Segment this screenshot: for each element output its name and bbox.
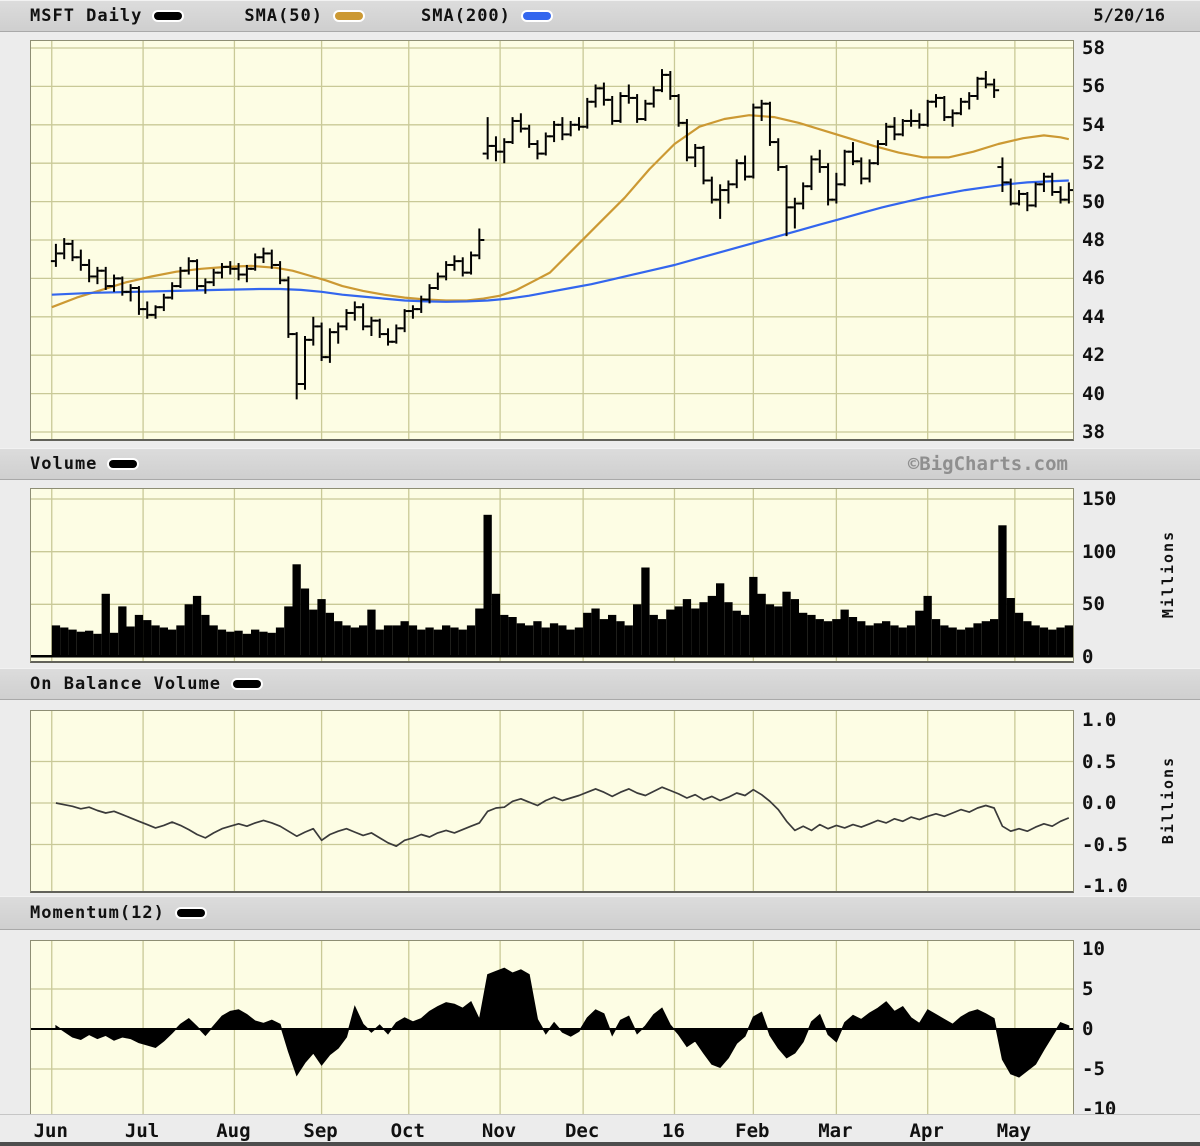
y-tick-label: 0.5	[1082, 750, 1117, 773]
sma200-line-swatch-icon	[522, 12, 551, 20]
momentum-panel: 10 5 0 -5 -10	[0, 930, 1200, 1120]
obv-y-axis: 1.0 0.5 0.0 -0.5 -1.0	[1082, 709, 1142, 897]
y-tick-label: 48	[1082, 229, 1105, 251]
y-tick-label: -0.5	[1082, 833, 1128, 856]
x-axis-month-label: Sep	[303, 1120, 338, 1142]
obv-plot	[30, 710, 1074, 893]
y-tick-label: 40	[1082, 382, 1105, 405]
momentum-header-bar: Momentum(12)	[0, 896, 1200, 930]
x-axis-month-label: May	[996, 1120, 1032, 1142]
x-axis-month-label: Apr	[909, 1120, 944, 1142]
x-axis-month-label: Jul	[124, 1120, 160, 1142]
x-axis-month-label: Oct	[390, 1120, 425, 1142]
sma200-label: SMA(200)	[421, 6, 511, 26]
x-axis-month-label: Dec	[564, 1120, 600, 1142]
sma50-label: SMA(50)	[244, 6, 324, 26]
volume-baseline	[31, 655, 1073, 658]
obv-panel: 1.0 0.5 0.0 -0.5 -1.0 Billions	[0, 700, 1200, 897]
volume-title: Volume	[30, 454, 98, 474]
x-axis-bar: Jun Jul Aug Sep Oct Nov Dec 16 Feb Mar Apr May	[0, 1114, 1200, 1146]
y-tick-label: 50	[1082, 593, 1105, 616]
x-axis-month-label: Mar	[818, 1120, 853, 1142]
y-tick-label: 0	[1082, 646, 1094, 668]
sma-line	[51, 179, 1069, 303]
y-tick-label: -1.0	[1082, 875, 1128, 897]
momentum-title: Momentum(12)	[30, 903, 165, 923]
y-tick-label: 10	[1082, 938, 1105, 960]
top-legend-bar: MSFT Daily SMA(50) SMA(200) 5/20/16	[0, 0, 1200, 32]
bigcharts-copyright: ©BigCharts.com	[907, 453, 1068, 475]
obv-header-bar: On Balance Volume	[0, 668, 1200, 700]
y-tick-label: 52	[1082, 152, 1105, 175]
x-axis-month-label: Aug	[216, 1120, 251, 1142]
y-tick-label: 46	[1082, 267, 1105, 290]
x-axis-month-label: 16	[662, 1120, 685, 1142]
x-axis-month-label: Jun	[33, 1120, 68, 1142]
momentum-y-axis: 10 5 0 -5 -10	[1082, 938, 1142, 1120]
obv-unit-label: Billions	[1159, 755, 1177, 845]
momentum-chart	[31, 941, 1073, 1115]
y-tick-label: 58	[1082, 37, 1105, 59]
x-axis-month-label: Feb	[735, 1120, 770, 1142]
obv-swatch-icon	[233, 680, 261, 688]
x-axis-month-label: Nov	[481, 1120, 517, 1142]
price-line-swatch-icon	[154, 12, 183, 20]
price-plot	[30, 40, 1074, 441]
y-tick-label: 0.0	[1082, 792, 1117, 814]
y-tick-label: -5	[1082, 1058, 1105, 1080]
volume-chart	[31, 489, 1073, 661]
symbol-label: MSFT Daily	[30, 6, 143, 26]
y-tick-label: 38	[1082, 421, 1105, 443]
volume-swatch-icon	[109, 460, 138, 468]
y-tick-label: 54	[1082, 113, 1105, 136]
volume-unit-label: Millions	[1159, 529, 1177, 619]
obv-line	[55, 786, 1070, 848]
ohlc-bars	[50, 69, 1073, 400]
y-tick-label: 5	[1082, 978, 1094, 1000]
sma50-line-swatch-icon	[335, 12, 364, 20]
price-panel: 58 56 54 52 50 48 46 44 42 40 38	[0, 32, 1200, 448]
y-tick-label: 56	[1082, 75, 1105, 98]
volume-bars	[51, 514, 1073, 657]
momentum-plot	[30, 940, 1074, 1117]
sma-line	[51, 114, 1070, 309]
bottom-strip	[0, 1142, 1200, 1146]
chart-date: 5/20/16	[1093, 6, 1165, 26]
y-tick-label: 44	[1082, 305, 1105, 328]
price-chart	[31, 41, 1073, 439]
momentum-area	[55, 967, 1070, 1078]
obv-chart	[31, 711, 1073, 891]
volume-y-axis: 150 100 50 0	[1082, 488, 1142, 668]
y-tick-label: 1.0	[1082, 709, 1117, 731]
y-tick-label: 50	[1082, 190, 1105, 213]
y-tick-label: 0	[1082, 1018, 1094, 1040]
y-tick-label: 42	[1082, 344, 1105, 367]
price-y-axis: 58 56 54 52 50 48 46 44 42 40 38	[1082, 37, 1142, 443]
momentum-swatch-icon	[176, 909, 205, 917]
y-tick-label: 100	[1082, 540, 1117, 563]
volume-header-bar: Volume ©BigCharts.com	[0, 448, 1200, 480]
y-tick-label: 150	[1082, 488, 1117, 510]
volume-panel: 150 100 50 0 Millions	[0, 480, 1200, 668]
obv-title: On Balance Volume	[30, 674, 221, 694]
volume-plot	[30, 488, 1074, 663]
